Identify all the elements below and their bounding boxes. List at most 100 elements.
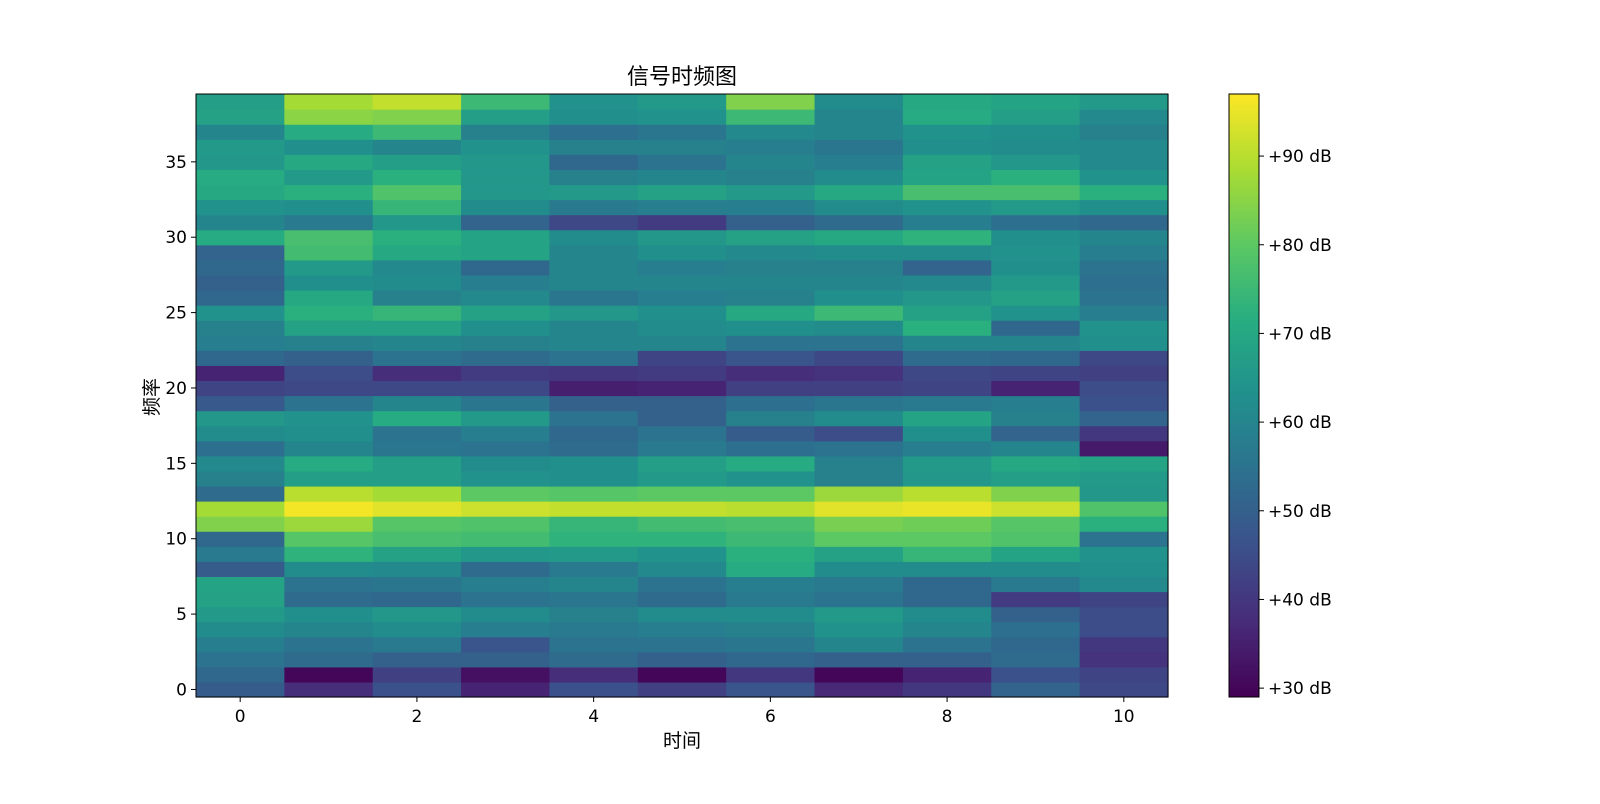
heatmap-cell: [814, 591, 904, 608]
heatmap-cell: [372, 289, 462, 306]
heatmap-cell: [726, 274, 816, 291]
x-tick-label: 2: [411, 707, 422, 727]
heatmap-cell: [991, 320, 1081, 336]
heatmap-cell: [902, 425, 992, 442]
heatmap-cell: [1079, 531, 1169, 547]
heatmap-cell: [637, 94, 727, 110]
heatmap-cell: [461, 154, 551, 170]
heatmap-cell: [196, 320, 285, 336]
heatmap-cell: [196, 455, 285, 472]
heatmap-cell: [461, 561, 551, 577]
heatmap-cell: [1079, 576, 1169, 593]
colorbar-tick-label: +90 dB: [1268, 147, 1332, 167]
heatmap-cell: [549, 395, 639, 412]
heatmap-cell: [991, 561, 1081, 577]
heatmap-cell: [372, 184, 462, 201]
heatmap-cell: [372, 214, 462, 231]
heatmap-cell: [461, 259, 551, 276]
heatmap-cell: [814, 470, 904, 487]
heatmap-cell: [549, 320, 639, 336]
x-tick-label: 0: [235, 707, 246, 727]
heatmap-cell: [284, 501, 374, 517]
heatmap-cell: [196, 621, 285, 638]
heatmap-cell: [1079, 621, 1169, 638]
heatmap-cell: [196, 214, 285, 231]
heatmap-cell: [637, 681, 727, 698]
heatmap-cell: [284, 531, 374, 547]
heatmap-cell: [726, 154, 816, 170]
heatmap-cell: [991, 651, 1081, 668]
heatmap-cell: [991, 681, 1081, 698]
heatmap-cell: [902, 169, 992, 186]
heatmap-cell: [991, 516, 1081, 532]
heatmap-cell: [814, 199, 904, 216]
heatmap-cell: [549, 365, 639, 382]
heatmap-cell: [814, 666, 904, 683]
heatmap-cell: [814, 576, 904, 593]
heatmap-cell: [637, 139, 727, 155]
heatmap-cell: [726, 455, 816, 472]
heatmap-cell: [461, 94, 551, 110]
heatmap-cell: [991, 455, 1081, 472]
heatmap-cell: [814, 485, 904, 502]
heatmap-cell: [196, 546, 285, 562]
heatmap-cell: [1079, 455, 1169, 472]
heatmap-cell: [196, 395, 285, 412]
colorbar-tick-label: +50 dB: [1268, 502, 1332, 522]
heatmap-cell: [196, 184, 285, 201]
heatmap-cell: [814, 169, 904, 186]
heatmap-cell: [461, 274, 551, 291]
heatmap-cell: [902, 274, 992, 291]
heatmap-cell: [196, 365, 285, 382]
heatmap-cell: [637, 621, 727, 638]
heatmap-cell: [991, 576, 1081, 593]
heatmap-cell: [284, 485, 374, 502]
heatmap-cell: [1079, 169, 1169, 186]
colorbar-ticks: +30 dB +40 dB +50 dB +60 dB +70 dB +80 dB +90 …: [1259, 147, 1332, 699]
heatmap-cell: [196, 516, 285, 532]
heatmap-cell: [549, 485, 639, 502]
heatmap-cell: [1079, 184, 1169, 201]
heatmap-cell: [1079, 350, 1169, 366]
heatmap-cell: [991, 109, 1081, 125]
heatmap-cell: [196, 681, 285, 698]
heatmap-cell: [372, 455, 462, 472]
heatmap-cell: [461, 305, 551, 321]
heatmap-cell: [372, 350, 462, 366]
heatmap-cell: [1079, 410, 1169, 427]
heatmap-cell: [372, 124, 462, 140]
heatmap-cell: [196, 501, 285, 517]
heatmap-cell: [991, 154, 1081, 170]
heatmap-cell: [726, 289, 816, 306]
heatmap-cell: [814, 350, 904, 366]
heatmap-cell: [284, 380, 374, 397]
heatmap-cell: [196, 470, 285, 487]
heatmap-cell: [196, 154, 285, 170]
heatmap-cell: [549, 531, 639, 547]
heatmap-cell: [637, 320, 727, 336]
heatmap-cell: [902, 621, 992, 638]
heatmap-cell: [284, 681, 374, 698]
heatmap-cell: [637, 289, 727, 306]
heatmap-cell: [637, 410, 727, 427]
heatmap-cell: [726, 305, 816, 321]
heatmap-cell: [372, 365, 462, 382]
heatmap-cell: [1079, 591, 1169, 608]
heatmap-cell: [372, 516, 462, 532]
heatmap-cell: [726, 621, 816, 638]
heatmap-cell: [991, 229, 1081, 246]
heatmap-cell: [1079, 320, 1169, 336]
heatmap-cell: [196, 485, 285, 502]
heatmap-cell: [461, 229, 551, 246]
heatmap-cell: [991, 501, 1081, 517]
heatmap-cell: [284, 109, 374, 125]
heatmap-cell: [372, 531, 462, 547]
heatmap-cell: [726, 651, 816, 668]
heatmap-cell: [814, 274, 904, 291]
heatmap-cell: [461, 184, 551, 201]
heatmap-cell: [814, 214, 904, 231]
heatmap-cell: [814, 395, 904, 412]
heatmap-cell: [726, 501, 816, 517]
heatmap-cell: [637, 455, 727, 472]
